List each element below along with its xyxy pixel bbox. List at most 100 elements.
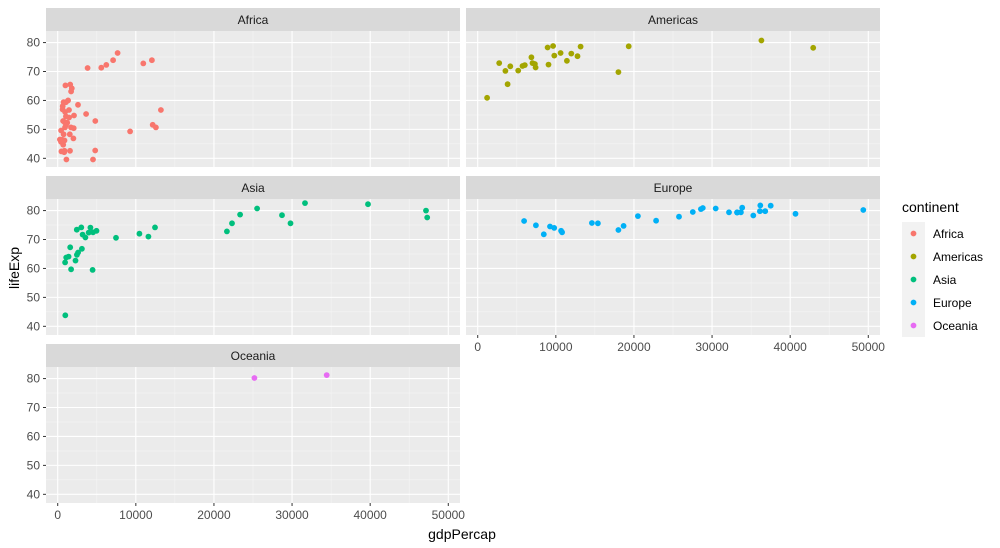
y-tick-label: 60 <box>27 261 41 275</box>
facet-panel-americas: Americas <box>466 8 880 167</box>
y-tick-label: 70 <box>27 233 41 247</box>
data-point-americas <box>544 44 551 51</box>
data-point-americas <box>519 63 526 69</box>
data-point-europe <box>767 202 774 209</box>
data-point-africa <box>75 101 81 108</box>
data-point-americas <box>515 67 522 74</box>
data-point-europe <box>762 208 769 215</box>
data-point-africa <box>67 81 74 88</box>
y-tick-label: 60 <box>27 429 41 443</box>
facet-panels: Africa Americas Asia Europe Oceania <box>46 8 880 503</box>
data-point-africa <box>70 135 77 142</box>
data-point-europe <box>726 209 732 216</box>
data-point-europe <box>739 204 746 211</box>
data-point-europe <box>559 229 565 236</box>
legend-items: Africa Americas Asia Europe Oceania <box>902 222 983 337</box>
data-point-europe <box>533 222 539 229</box>
data-point-europe <box>635 213 641 220</box>
data-point-asia <box>90 229 96 236</box>
facet-strip-americas <box>466 8 880 31</box>
data-point-africa <box>92 147 99 154</box>
data-point-europe <box>699 205 706 211</box>
x-tick-label: 0 <box>474 340 481 354</box>
data-point-europe <box>540 231 547 238</box>
y-tick-label: 80 <box>27 36 41 50</box>
facet-panel-asia: Asia <box>46 176 460 335</box>
y-axis-title: lifeExp <box>6 247 22 289</box>
data-point-asia <box>89 267 96 273</box>
data-point-asia <box>145 233 152 240</box>
data-point-americas <box>577 43 584 50</box>
data-point-asia <box>72 257 79 264</box>
data-point-africa <box>63 156 70 163</box>
y-tick-label: 50 <box>27 458 41 472</box>
y-tick-label: 70 <box>27 65 41 79</box>
data-point-americas <box>502 68 509 74</box>
legend-title: continent <box>902 199 959 215</box>
legend-label: Americas <box>933 250 983 264</box>
data-point-americas <box>484 94 490 101</box>
data-point-africa <box>63 122 69 128</box>
data-point-asia <box>75 249 81 256</box>
data-point-americas <box>550 43 556 49</box>
legend-item-asia: Asia <box>902 268 957 291</box>
data-point-africa <box>110 57 116 64</box>
data-point-asia <box>279 212 285 219</box>
data-point-africa <box>103 62 110 68</box>
data-point-asia <box>423 207 429 214</box>
data-point-americas <box>574 53 581 60</box>
data-point-europe <box>734 209 740 216</box>
facet-strip-africa <box>46 8 460 31</box>
data-point-europe <box>551 225 558 231</box>
facet-label-asia: Asia <box>241 181 265 195</box>
x-tick-label: 10000 <box>539 340 573 354</box>
x-tick-label: 20000 <box>617 340 651 354</box>
data-point-asia <box>62 312 69 319</box>
legend-key-point <box>910 322 917 329</box>
x-tick-label: 30000 <box>275 508 309 522</box>
data-point-africa <box>68 88 74 95</box>
data-point-asia <box>79 231 86 238</box>
facet-strip-oceania <box>46 344 460 367</box>
data-point-africa <box>149 121 156 128</box>
data-point-americas <box>557 50 564 56</box>
data-point-americas <box>564 57 570 64</box>
data-point-asia <box>237 211 244 218</box>
facet-strip-asia <box>46 176 460 199</box>
facet-label-americas: Americas <box>648 13 698 27</box>
data-point-americas <box>568 50 575 57</box>
x-tick-label: 30000 <box>695 340 729 354</box>
data-point-americas <box>615 69 622 75</box>
legend-label: Oceania <box>933 319 978 333</box>
data-point-africa <box>63 99 69 106</box>
x-tick-label: 40000 <box>773 340 807 354</box>
legend-item-africa: Africa <box>902 222 964 245</box>
data-point-americas <box>528 54 535 61</box>
data-point-africa <box>67 147 73 154</box>
data-point-africa <box>68 124 74 131</box>
data-point-europe <box>595 220 601 227</box>
data-point-americas <box>504 81 511 88</box>
data-point-americas <box>532 64 539 71</box>
facet-label-europe: Europe <box>654 181 693 195</box>
legend-item-oceania: Oceania <box>902 314 978 337</box>
x-tick-label: 40000 <box>353 508 387 522</box>
data-point-asia <box>113 234 119 241</box>
data-point-americas <box>625 43 632 50</box>
data-point-europe <box>589 220 595 226</box>
facet-panel-europe: Europe <box>466 176 880 335</box>
data-point-asia <box>152 224 158 231</box>
y-tick-label: 80 <box>27 372 41 386</box>
data-point-asia <box>302 200 308 207</box>
data-point-asia <box>136 230 143 237</box>
legend-key-point <box>910 299 917 306</box>
data-point-asia <box>68 266 74 273</box>
data-point-africa <box>83 111 89 117</box>
data-point-europe <box>676 213 682 220</box>
data-point-europe <box>712 205 719 212</box>
data-point-africa <box>149 57 155 64</box>
y-tick-label: 70 <box>27 401 41 415</box>
data-point-americas <box>496 60 503 66</box>
legend-key-point <box>910 253 917 260</box>
data-point-asia <box>62 259 68 266</box>
